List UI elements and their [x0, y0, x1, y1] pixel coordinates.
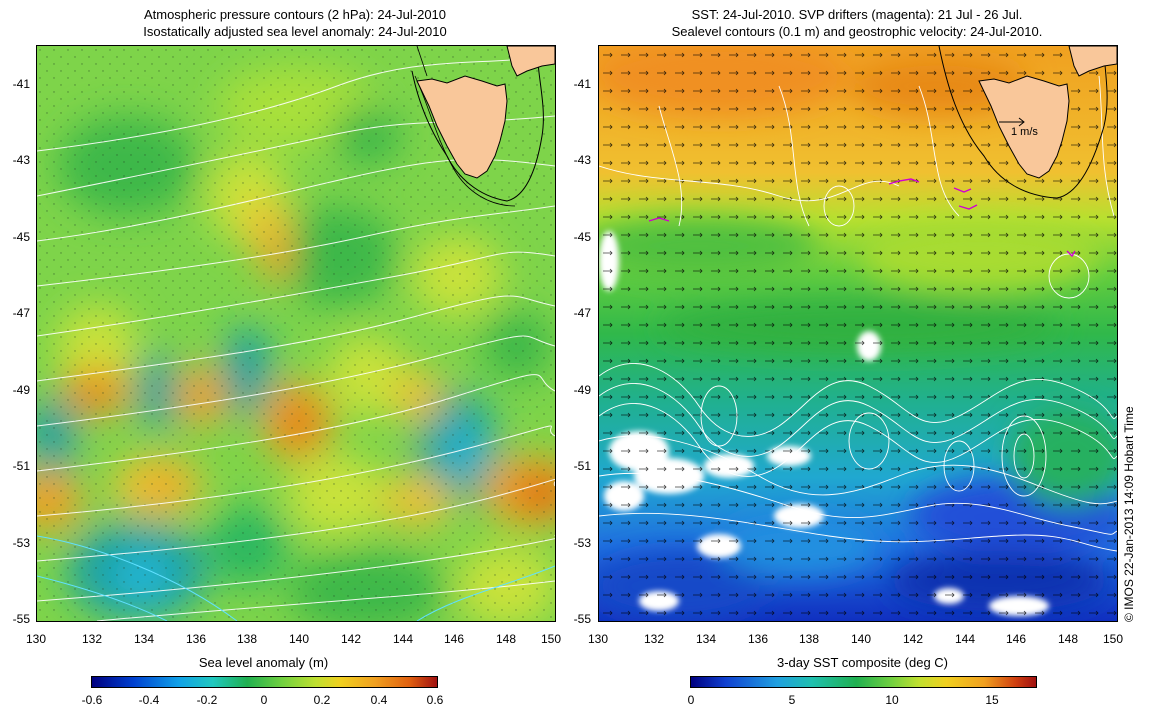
left-colorbar-tick: 0.2	[313, 693, 331, 707]
mainland-coast-sst	[1068, 46, 1117, 77]
left-colorbar-tick: -0.4	[138, 693, 160, 707]
right-title-line1: SST: 24-Jul-2010. SVP drifters (magenta)…	[691, 7, 1023, 22]
left-colorbar-tick: 0.6	[426, 693, 444, 707]
right-lat-label: -49	[573, 383, 591, 397]
imos-credit: © IMOS 22-Jan-2013 14:09 Hobart Time	[1122, 406, 1136, 622]
right-lon-label: 138	[798, 632, 820, 646]
left-lon-label: 142	[340, 632, 362, 646]
right-lat-label: -45	[573, 230, 591, 244]
tasmania-landmass	[411, 46, 555, 207]
right-lon-label: 144	[954, 632, 976, 646]
right-title-line2: Sealevel contours (0.1 m) and geostrophi…	[671, 24, 1043, 39]
right-lon-label: 130	[587, 632, 609, 646]
left-lon-label: 132	[81, 632, 103, 646]
left-lon-label: 140	[288, 632, 310, 646]
left-title-line2: Isostatically adjusted sea level anomaly…	[143, 24, 447, 39]
right-lat-label: -51	[573, 459, 591, 473]
left-lon-label: 150	[540, 632, 562, 646]
right-lat-label: -47	[573, 306, 591, 320]
right-lon-label: 142	[902, 632, 924, 646]
cyan-contours	[37, 535, 555, 621]
right-colorbar-title: 3-day SST composite (deg C)	[777, 655, 948, 670]
right-lat-label: -41	[573, 77, 591, 91]
left-colorbar-tick: 0.4	[370, 693, 388, 707]
left-lon-label: 146	[443, 632, 465, 646]
scale-arrow-label: 1 m/s	[1011, 126, 1038, 138]
sst-map	[599, 46, 1117, 621]
right-lon-label: 136	[747, 632, 769, 646]
right-lon-label: 146	[1005, 632, 1027, 646]
right-lat-label: -55	[573, 612, 591, 626]
svp-drifter-tracks	[648, 178, 1076, 258]
sea-level-anomaly-map	[37, 46, 555, 621]
right-lat-label: -43	[573, 153, 591, 167]
left-lat-label: -53	[12, 536, 30, 550]
left-title-line1: Atmospheric pressure contours (2 hPa): 2…	[143, 7, 447, 22]
left-lat-label: -43	[12, 153, 30, 167]
left-map-title: Atmospheric pressure contours (2 hPa): 2…	[36, 6, 554, 40]
left-lon-label: 134	[133, 632, 155, 646]
left-colorbar-tick: 0	[260, 693, 268, 707]
left-lon-label: 130	[25, 632, 47, 646]
mainland-coast	[506, 46, 555, 77]
left-colorbar-tick: -0.6	[81, 693, 103, 707]
right-lon-label: 140	[850, 632, 872, 646]
scale-arrow	[999, 117, 1025, 127]
left-lat-label: -55	[12, 612, 30, 626]
left-lon-label: 148	[495, 632, 517, 646]
tasmania-landmass-sst	[938, 46, 1117, 199]
left-lat-label: -47	[12, 306, 30, 320]
right-colorbar-tick: 15	[985, 693, 999, 707]
right-lat-label: -53	[573, 536, 591, 550]
tasmania-island	[416, 75, 508, 179]
right-colorbar	[690, 676, 1037, 688]
left-lat-label: -49	[12, 383, 30, 397]
right-map-title: SST: 24-Jul-2010. SVP drifters (magenta)…	[598, 6, 1116, 40]
tasmania-island-sst	[978, 75, 1070, 179]
right-lon-label: 134	[695, 632, 717, 646]
left-colorbar-tick: -0.2	[196, 693, 218, 707]
left-lat-label: -51	[12, 459, 30, 473]
left-lat-label: -41	[12, 77, 30, 91]
left-lat-label: -45	[12, 230, 30, 244]
left-lon-label: 138	[236, 632, 258, 646]
right-colorbar-tick: 10	[885, 693, 899, 707]
right-map-panel[interactable]: 1 m/s	[598, 45, 1118, 622]
right-lon-label: 132	[643, 632, 665, 646]
left-colorbar	[91, 676, 438, 688]
right-colorbar-tick: 5	[788, 693, 796, 707]
left-colorbar-title: Sea level anomaly (m)	[198, 655, 329, 670]
right-colorbar-tick: 0	[687, 693, 695, 707]
sealevel-contours	[599, 75, 1117, 552]
left-lon-label: 136	[185, 632, 207, 646]
left-lon-label: 144	[392, 632, 414, 646]
right-lon-label: 150	[1102, 632, 1124, 646]
right-lon-label: 148	[1057, 632, 1079, 646]
left-map-panel[interactable]	[36, 45, 556, 622]
